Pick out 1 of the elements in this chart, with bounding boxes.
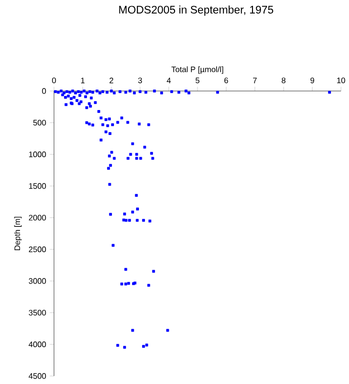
chart-title: MODS2005 in September, 1975 — [119, 6, 274, 16]
